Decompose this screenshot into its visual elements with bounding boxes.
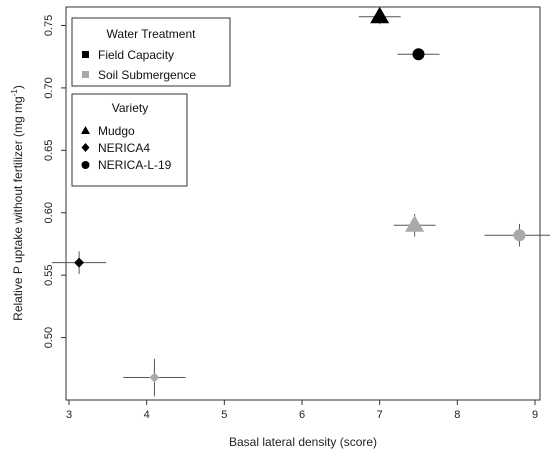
y-tick-label-0.50: 0.50 [43,327,55,348]
legend-diamond-icon [81,143,90,152]
y-axis: 0.50 0.55 0.60 0.65 0.70 0.75 [43,7,67,400]
legend-field-capacity-swatch [82,51,89,58]
y-axis-title-main: Relative P uptake without fertilizer (mg… [11,96,25,321]
y-tick-label-0.60: 0.60 [43,202,55,223]
x-tick-label-4: 4 [144,409,150,421]
y-tick-label-0.55: 0.55 [43,264,55,285]
legend-variety-box [71,93,188,187]
legend-soil-submergence-swatch [82,71,89,78]
y-axis-title: Relative P uptake without fertilizer (mg… [10,85,25,321]
x-axis-title: Basal lateral density (score) [229,435,377,449]
y-axis-title-superscript: -1 [10,89,19,97]
x-tick-label-5: 5 [221,409,227,421]
data-points [51,6,550,397]
legend-water-treatment-box [71,17,231,87]
point-nerica-l-19-soil-submergence [513,229,526,242]
x-tick-label-6: 6 [299,409,305,421]
point-mudgo-soil-submergence [405,215,425,232]
legend-field-capacity-label: Field Capacity [98,48,174,62]
x-tick-label-9: 9 [532,409,538,421]
legend-variety: Variety Mudgo NERICA4 NERICA-L-19 [71,93,188,187]
y-axis-title-close: ) [11,85,25,89]
x-tick-label-8: 8 [454,409,460,421]
point-mudgo-field-capacity [370,6,390,24]
legend-mudgo-label: Mudgo [98,124,135,138]
legend-circle-icon [81,161,90,169]
x-axis: 3 4 5 6 7 8 9 [66,399,540,421]
legend-nerica-l-19-label: NERICA-L-19 [98,158,172,172]
point-nerica4-soil-submergence [149,372,160,383]
legend-soil-submergence-label: Soil Submergence [98,68,196,82]
y-tick-label-0.75: 0.75 [43,15,55,36]
legend-variety-title: Variety [112,101,148,115]
y-tick-label-0.65: 0.65 [43,140,55,161]
point-nerica4-field-capacity [74,257,85,268]
point-nerica-l-19-field-capacity [412,48,425,61]
legend-water-treatment-title: Water Treatment [107,27,197,41]
legend-triangle-icon [81,126,90,134]
x-tick-label-7: 7 [377,409,383,421]
y-tick-label-0.70: 0.70 [43,77,55,98]
legend-nerica4-label: NERICA4 [98,141,150,155]
legend-water-treatment: Water Treatment Field Capacity Soil Subm… [71,17,231,87]
x-tick-label-3: 3 [66,409,72,421]
